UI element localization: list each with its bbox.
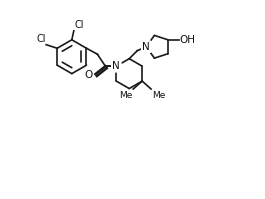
Text: Me: Me <box>152 91 165 100</box>
Text: N: N <box>112 61 120 71</box>
Text: Cl: Cl <box>36 34 46 44</box>
Text: Cl: Cl <box>74 20 84 30</box>
Text: OH: OH <box>180 35 196 45</box>
Text: N: N <box>112 61 120 71</box>
Text: N: N <box>142 42 150 52</box>
Text: Me: Me <box>119 91 132 100</box>
Text: N: N <box>142 42 150 52</box>
Text: O: O <box>85 70 93 80</box>
